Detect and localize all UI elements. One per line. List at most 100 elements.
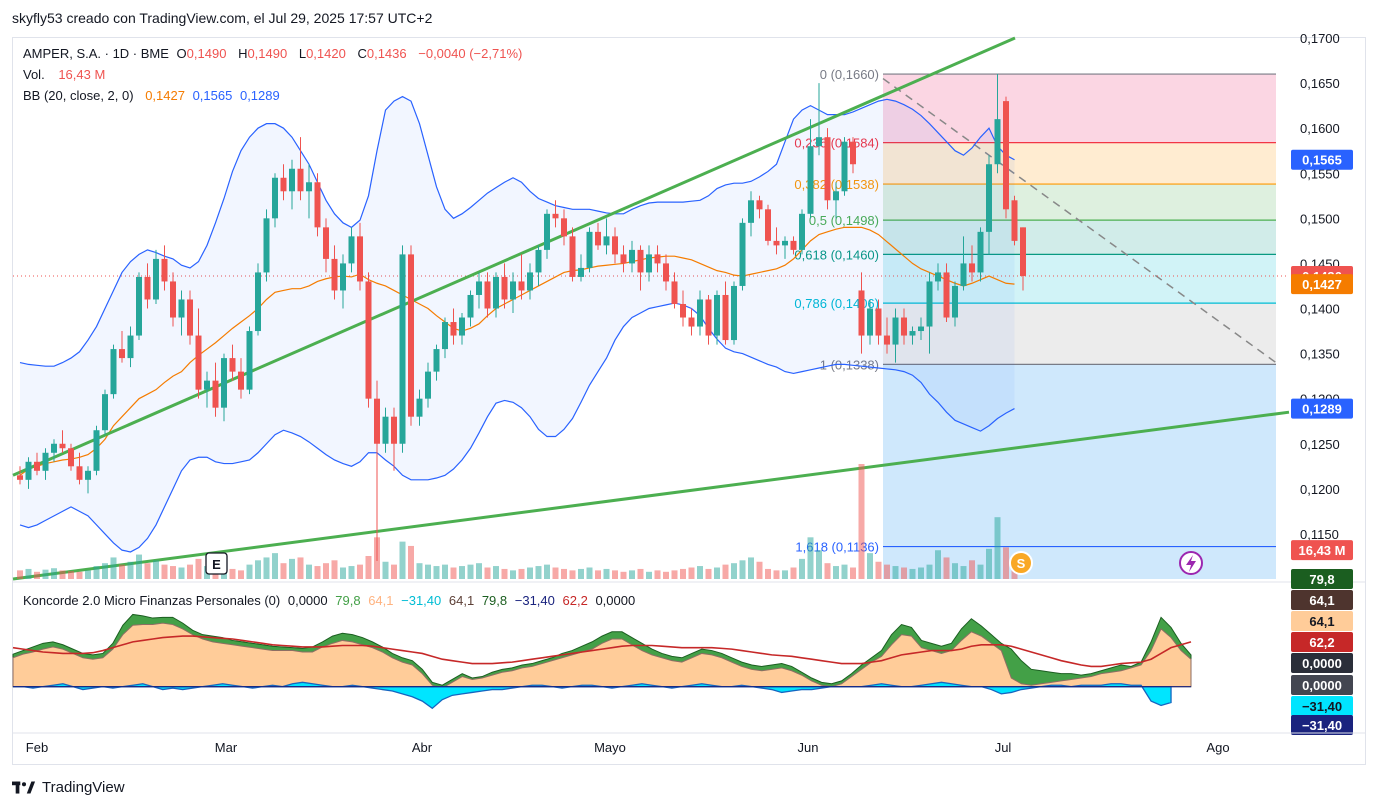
candle[interactable] <box>688 317 695 327</box>
candle[interactable] <box>391 416 397 444</box>
candle[interactable] <box>136 276 142 336</box>
candle[interactable] <box>272 177 278 219</box>
candle[interactable] <box>867 308 873 336</box>
candle[interactable] <box>93 430 100 471</box>
candle[interactable] <box>705 299 712 336</box>
candle[interactable] <box>858 290 865 336</box>
candle[interactable] <box>994 119 1001 165</box>
candle[interactable] <box>918 326 924 332</box>
candle[interactable] <box>127 335 134 359</box>
candle[interactable] <box>357 236 363 282</box>
candle[interactable] <box>408 254 414 417</box>
candle[interactable] <box>306 182 312 192</box>
candle[interactable] <box>595 231 601 246</box>
candle[interactable] <box>544 213 550 250</box>
candle[interactable] <box>34 461 40 471</box>
candle[interactable] <box>1003 101 1009 210</box>
candle[interactable] <box>374 398 380 444</box>
volume-legend[interactable]: Vol. 16,43 M <box>23 67 109 82</box>
candle[interactable] <box>365 281 372 399</box>
candle[interactable] <box>289 168 295 192</box>
split-marker-icon[interactable] <box>1009 551 1033 575</box>
candle[interactable] <box>153 258 159 300</box>
candle[interactable] <box>535 249 542 273</box>
candle[interactable] <box>221 358 227 408</box>
candle[interactable] <box>348 236 355 264</box>
candle[interactable] <box>756 200 763 210</box>
candle[interactable] <box>816 137 822 147</box>
candle[interactable] <box>59 443 66 449</box>
candle[interactable] <box>467 294 474 318</box>
koncorde-legend[interactable]: Koncorde 2.0 Micro Finanzas Personales (… <box>23 593 639 608</box>
candle[interactable] <box>943 272 950 318</box>
symbol-name[interactable]: AMPER, S.A. · 1D · BME <box>23 46 169 61</box>
candle[interactable] <box>714 294 720 336</box>
candle[interactable] <box>518 281 525 291</box>
candle[interactable] <box>552 213 559 219</box>
candle[interactable] <box>799 213 805 250</box>
candle[interactable] <box>323 227 329 259</box>
candle[interactable] <box>739 222 746 286</box>
candle[interactable] <box>680 303 686 318</box>
candle[interactable] <box>204 380 210 390</box>
candle[interactable] <box>246 331 253 390</box>
tradingview-footer[interactable]: TradingView <box>12 779 125 796</box>
candle[interactable] <box>773 240 780 246</box>
candle[interactable] <box>901 317 907 336</box>
candle[interactable] <box>1011 200 1018 241</box>
candle[interactable] <box>603 236 610 246</box>
candle[interactable] <box>850 141 856 165</box>
candle[interactable] <box>1020 227 1026 277</box>
candle[interactable] <box>195 335 202 390</box>
candle[interactable] <box>476 281 482 295</box>
candle[interactable] <box>187 299 193 336</box>
candle[interactable] <box>229 358 236 372</box>
candle[interactable] <box>25 461 32 480</box>
candle[interactable] <box>646 254 652 273</box>
candle[interactable] <box>51 443 57 453</box>
candle[interactable] <box>297 168 304 192</box>
candle[interactable] <box>263 218 270 273</box>
candle[interactable] <box>280 177 287 192</box>
candle[interactable] <box>884 335 890 345</box>
earnings-marker-icon[interactable] <box>205 552 228 575</box>
candle[interactable] <box>722 294 729 341</box>
candle[interactable] <box>501 276 508 300</box>
candle[interactable] <box>807 146 814 214</box>
candle[interactable] <box>331 258 338 291</box>
candle[interactable] <box>484 281 491 309</box>
candle[interactable] <box>569 236 576 277</box>
candle[interactable] <box>824 137 831 201</box>
candle[interactable] <box>909 331 916 336</box>
bb-legend[interactable]: BB (20, close, 2, 0) 0,1427 0,1565 0,128… <box>23 88 284 103</box>
candle[interactable] <box>731 285 737 341</box>
candle[interactable] <box>841 141 848 192</box>
candle[interactable] <box>416 398 423 417</box>
candle[interactable] <box>255 272 261 332</box>
candle[interactable] <box>144 276 151 300</box>
candle[interactable] <box>433 349 440 372</box>
candle[interactable] <box>620 254 627 264</box>
candle[interactable] <box>697 299 703 327</box>
candle[interactable] <box>170 281 176 318</box>
candle[interactable] <box>442 322 448 350</box>
candle[interactable] <box>671 281 678 304</box>
candle[interactable] <box>68 448 74 467</box>
candle[interactable] <box>986 164 992 232</box>
candle[interactable] <box>314 182 321 228</box>
candle[interactable] <box>510 281 516 300</box>
candle[interactable] <box>654 254 661 264</box>
candle[interactable] <box>926 281 933 327</box>
candle[interactable] <box>629 249 635 264</box>
candle[interactable] <box>663 263 669 282</box>
candle[interactable] <box>527 272 533 291</box>
symbol-legend[interactable]: AMPER, S.A. · 1D · BME O0,1490 H0,1490 L… <box>23 46 526 61</box>
candle[interactable] <box>425 371 431 399</box>
candle[interactable] <box>76 466 83 480</box>
candle[interactable] <box>42 452 49 471</box>
candle[interactable] <box>960 263 967 286</box>
candle[interactable] <box>102 394 108 431</box>
candle[interactable] <box>119 349 125 359</box>
candle[interactable] <box>493 276 499 309</box>
candle[interactable] <box>977 231 984 273</box>
